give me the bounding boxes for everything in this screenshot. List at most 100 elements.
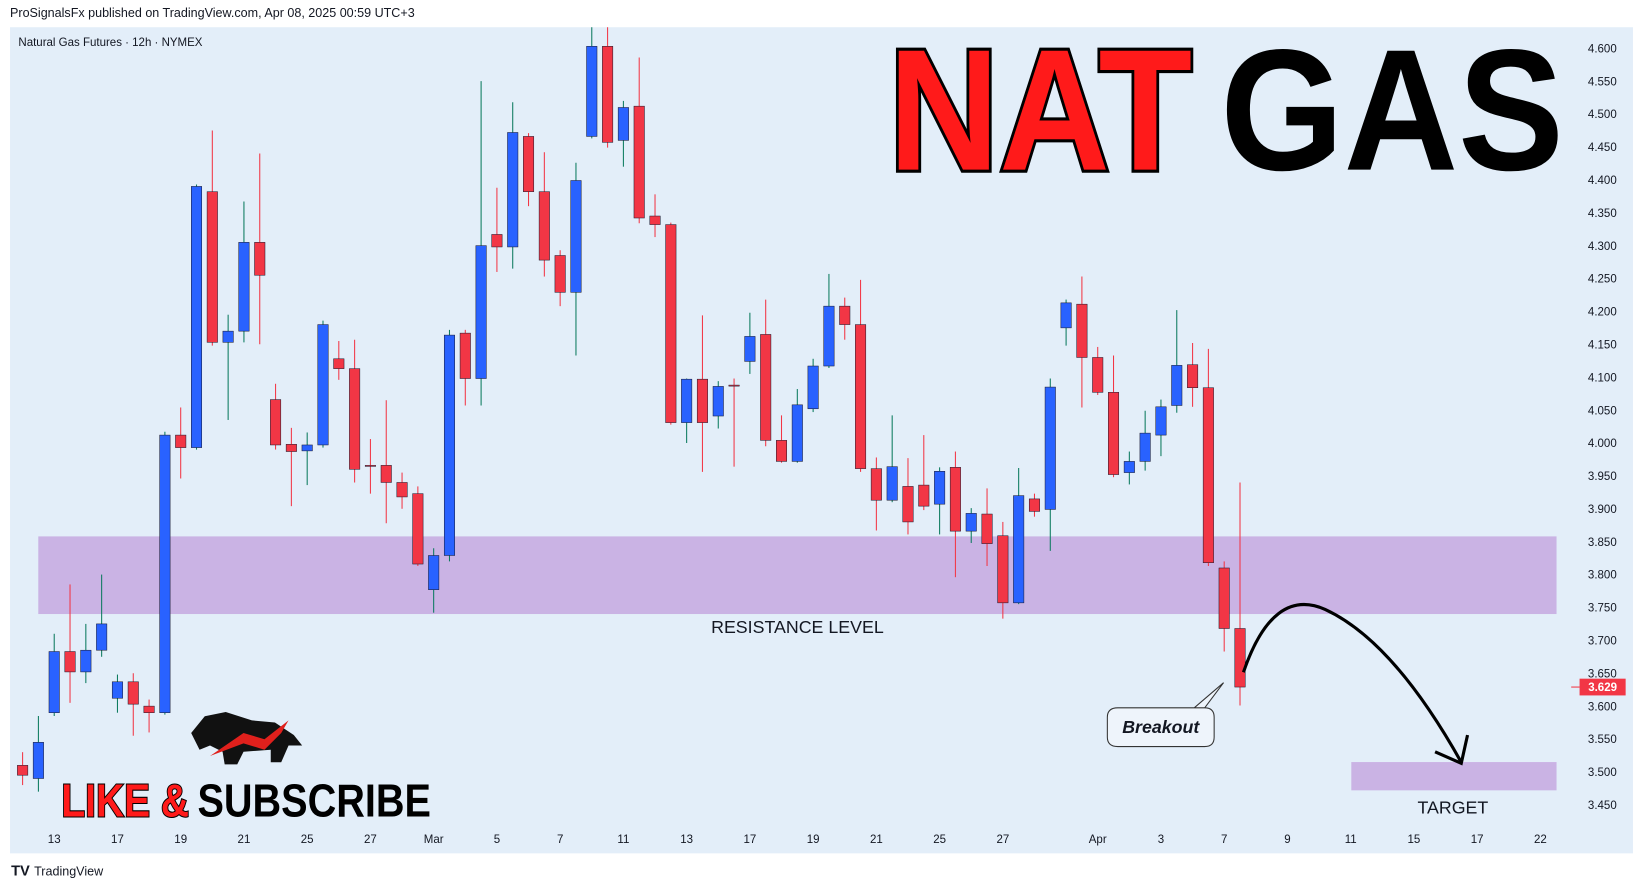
x-tick-label: 19 (174, 834, 187, 846)
x-tick-label: 13 (680, 834, 693, 846)
candle-body (665, 224, 677, 423)
x-tick-label: 5 (494, 834, 500, 846)
candle-body (380, 465, 392, 483)
callout-box (1106, 682, 1224, 748)
y-tick-label: 3.650 (1588, 668, 1617, 680)
x-tick-label: 19 (807, 834, 820, 846)
candle-body (175, 434, 187, 448)
zone-label: RESISTANCE LEVEL (711, 617, 884, 637)
zones: RESISTANCE LEVEL TARGET (38, 536, 1557, 817)
x-tick-label: 11 (617, 834, 629, 846)
x-tick-label: 15 (1408, 834, 1421, 846)
candle-body (1076, 303, 1088, 358)
y-tick-label: 4.050 (1588, 405, 1617, 417)
y-tick-label: 4.250 (1588, 274, 1617, 286)
candle-body (554, 255, 566, 293)
headline-black: GAS (1220, 14, 1563, 207)
x-tick-label: 27 (364, 834, 377, 846)
candle-body (538, 191, 550, 261)
last-price-label: 3.629 (1588, 682, 1617, 694)
candle-body (285, 444, 297, 452)
y-tick-label: 3.800 (1588, 570, 1617, 582)
x-tick-label: 13 (48, 834, 61, 846)
y-tick-label: 3.750 (1588, 603, 1617, 615)
y-tick-label: 4.600 (1588, 43, 1617, 55)
candles (17, 27, 1246, 792)
x-tick-label: 11 (1345, 834, 1357, 846)
candle-body (317, 324, 329, 446)
candle-body (333, 358, 345, 369)
candle-body (1187, 364, 1199, 388)
candle-body (459, 332, 471, 379)
zone (38, 536, 1557, 615)
candle-body (949, 467, 961, 532)
y-tick-label: 4.350 (1588, 208, 1617, 220)
y-tick-label: 4.500 (1588, 109, 1617, 121)
y-tick-label: 4.000 (1588, 438, 1617, 450)
candle-body (744, 336, 756, 362)
candle-body (111, 681, 123, 699)
candle-body (17, 765, 29, 776)
y-tick-label: 4.550 (1588, 76, 1617, 88)
candle-body (1139, 432, 1151, 462)
candle-body (649, 215, 661, 225)
candle-body (1155, 406, 1167, 436)
x-tick-label: 17 (743, 834, 756, 846)
candle-body (776, 440, 787, 462)
candle-body (934, 471, 946, 505)
candle-body (870, 468, 882, 501)
y-tick-label: 4.400 (1588, 175, 1617, 187)
candle-body (1123, 461, 1135, 473)
y-tick-label: 3.550 (1588, 734, 1617, 746)
x-tick-label: 17 (1471, 834, 1484, 846)
header: ProSignalsFx published on TradingView.co… (10, 6, 415, 20)
axes: 3.450 3.500 3.550 3.600 3.650 3.700 3.750 3.800… (48, 43, 1626, 846)
zone (1351, 762, 1557, 791)
candle-body (823, 305, 835, 367)
candle-body (80, 649, 92, 673)
headline-red: NAT (889, 14, 1193, 207)
candle-body (1060, 302, 1072, 329)
candle-body (1202, 387, 1214, 563)
candle-body (475, 245, 487, 379)
candle-body (712, 386, 724, 417)
y-tick-label: 3.700 (1588, 636, 1617, 648)
candle-body (64, 651, 76, 673)
x-tick-label: 25 (933, 834, 946, 846)
candle-body (855, 324, 867, 469)
candle-body (696, 378, 708, 423)
candle-body (997, 535, 1009, 604)
candle-body (254, 242, 266, 276)
x-tick-label: 21 (238, 834, 251, 846)
candle-body (807, 365, 819, 410)
candle-body (1092, 357, 1104, 393)
candle-body (222, 330, 234, 343)
x-tick-label: 9 (1284, 834, 1290, 846)
candle-body (1044, 386, 1056, 510)
candle-body (1171, 365, 1183, 406)
footer-logo: TV (11, 863, 30, 879)
candle-body (839, 305, 851, 325)
candle-body (965, 513, 977, 532)
candle-body (617, 107, 629, 141)
x-tick-label: 22 (1534, 834, 1547, 846)
candle-body (602, 46, 614, 143)
candle-body (127, 681, 139, 705)
candle-body (48, 651, 60, 713)
candle-body (143, 705, 155, 713)
candle-body (918, 484, 930, 507)
zone-label: TARGET (1417, 797, 1488, 817)
last-price-box (1579, 678, 1626, 696)
candle-body (96, 623, 108, 651)
x-tick-label: 7 (1221, 834, 1227, 846)
candle-body (396, 482, 408, 498)
subtitle: Natural Gas Futures · 12h · NYMEX (18, 37, 202, 49)
bull-logo (191, 712, 303, 765)
candle-body (301, 444, 313, 452)
candle-body (32, 742, 44, 779)
candle-body (159, 434, 171, 713)
x-tick-label: 25 (301, 834, 314, 846)
x-tick-label: 21 (870, 834, 883, 846)
x-tick-label: Apr (1089, 834, 1107, 846)
x-tick-label: 27 (996, 834, 1009, 846)
